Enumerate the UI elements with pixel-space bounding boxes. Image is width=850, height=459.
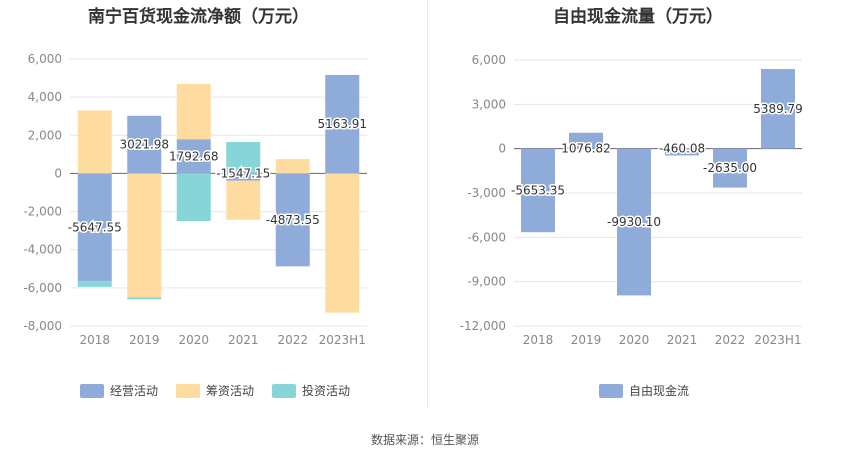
bar xyxy=(325,173,360,313)
y-tick-label: -3,000 xyxy=(467,186,506,200)
legend-label: 筹资活动 xyxy=(206,384,255,398)
data-label: -460.08 xyxy=(659,142,705,156)
x-tick-label: 2018 xyxy=(79,333,110,347)
data-label: 1076.82 xyxy=(561,142,611,156)
right-chart: -12,000 -9,000 -6,000 -3,000 0 3,000 6,000 2018… xyxy=(460,53,805,347)
x-tick-label: 2022 xyxy=(715,333,746,347)
y-tick-label: -12,000 xyxy=(460,319,506,333)
bar xyxy=(665,148,699,156)
data-label: -1547.15 xyxy=(216,166,270,180)
y-tick-label: 6,000 xyxy=(472,53,506,67)
bar xyxy=(176,173,211,222)
y-tick-label: -9,000 xyxy=(467,275,506,289)
bar xyxy=(617,148,651,296)
bar xyxy=(176,139,211,174)
y-tick-label: 2,000 xyxy=(28,128,62,142)
legend-label: 自由现金流 xyxy=(629,384,690,398)
bar xyxy=(275,159,310,174)
y-tick-label: 3,000 xyxy=(472,97,506,111)
y-tick-label: -6,000 xyxy=(467,230,506,244)
x-tick-label: 2019 xyxy=(129,333,160,347)
bar xyxy=(77,281,112,287)
legend-swatch xyxy=(599,383,623,398)
data-label: -2635.00 xyxy=(703,161,757,175)
bar xyxy=(77,110,112,174)
y-tick-label: -2,000 xyxy=(23,205,62,219)
data-label: 5389.79 xyxy=(753,102,803,116)
x-tick-label: 2023H1 xyxy=(754,333,801,347)
right-chart-title: 自由现金流量（万元） xyxy=(553,7,723,27)
data-source: 数据来源：恒生聚源 xyxy=(370,433,479,447)
left-chart-legend: 经营活动 筹资活动 投资活动 xyxy=(80,382,350,399)
legend-item-financing[interactable]: 筹资活动 xyxy=(176,382,254,399)
bar xyxy=(713,148,747,188)
legend-item-investing[interactable]: 投资活动 xyxy=(272,382,350,399)
data-label: 3021.98 xyxy=(119,138,169,152)
bar xyxy=(226,141,261,174)
bar xyxy=(761,69,795,149)
legend-item-free-cash-flow[interactable]: 自由现金流 xyxy=(599,382,689,399)
left-chart-title: 南宁百货现金流净额（万元） xyxy=(88,7,309,27)
x-tick-label: 2018 xyxy=(523,333,554,347)
x-tick-label: 2019 xyxy=(571,333,602,347)
x-tick-label: 2020 xyxy=(178,333,209,347)
data-label: 1792.68 xyxy=(169,149,219,163)
left-chart: -8,000 -6,000 -4,000 -2,000 0 2,000 4,000 6,000… xyxy=(23,52,368,347)
bar xyxy=(176,83,211,140)
legend-label: 投资活动 xyxy=(302,384,351,398)
data-label: -4873.55 xyxy=(266,213,320,227)
legend-label: 经营活动 xyxy=(110,384,159,398)
chart-divider xyxy=(427,0,428,408)
y-tick-label: 4,000 xyxy=(28,90,62,104)
x-tick-label: 2021 xyxy=(667,333,698,347)
right-chart-legend: 自由现金流 xyxy=(599,382,689,399)
x-tick-label: 2022 xyxy=(277,333,308,347)
y-tick-label: 6,000 xyxy=(28,52,62,66)
bar xyxy=(275,173,310,267)
y-tick-label: -8,000 xyxy=(23,319,62,333)
data-label: 5163.91 xyxy=(317,117,367,131)
bar xyxy=(127,297,162,300)
x-tick-label: 2020 xyxy=(619,333,650,347)
x-tick-label: 2023H1 xyxy=(319,333,366,347)
bar xyxy=(77,173,112,282)
legend-swatch xyxy=(80,383,104,398)
data-label: -5647.55 xyxy=(68,220,122,234)
bar xyxy=(569,132,603,149)
data-label: -9930.10 xyxy=(607,215,661,229)
bar xyxy=(127,115,162,174)
data-label: -5653.35 xyxy=(511,183,565,197)
y-tick-label: 0 xyxy=(498,142,506,156)
legend-swatch xyxy=(176,383,201,398)
bar xyxy=(325,74,360,174)
bar xyxy=(226,180,261,220)
bar xyxy=(127,173,162,298)
y-tick-label: -6,000 xyxy=(23,281,62,295)
legend-swatch xyxy=(272,383,297,398)
legend-item-operating[interactable]: 经营活动 xyxy=(80,382,158,399)
y-tick-label: -4,000 xyxy=(23,243,62,257)
bar xyxy=(521,148,555,233)
bar xyxy=(226,173,261,181)
x-tick-label: 2021 xyxy=(228,333,259,347)
y-tick-label: 0 xyxy=(54,166,62,180)
